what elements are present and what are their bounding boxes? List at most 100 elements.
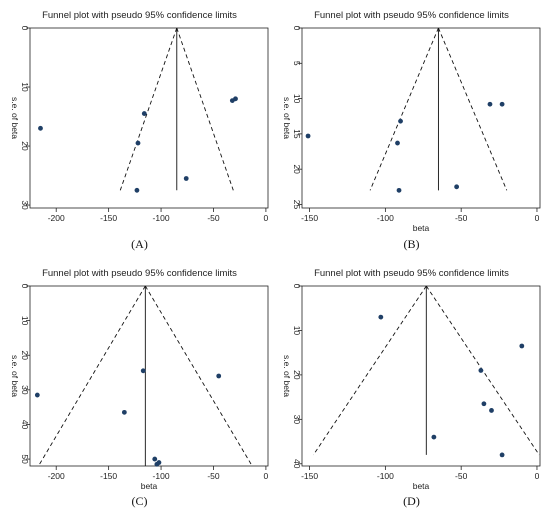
x-axis-label: beta	[413, 481, 430, 491]
panel-b-chart: -150 -100 -50 0 0 5 10 15 20 25 beta s.e. of beta	[282, 26, 541, 233]
y-tick-label: 0	[292, 284, 302, 289]
x-tick-label: -100	[377, 471, 394, 481]
study-point	[481, 401, 487, 407]
x-tick-label: -50	[207, 213, 220, 223]
funnel-right-limit	[438, 27, 508, 191]
panel-c: -200 -150 -100 -50 0 0 10 20 30 40 50 beta s.e. of b…	[4, 262, 275, 513]
y-tick-label: 0	[292, 26, 302, 31]
plot-frame	[29, 285, 269, 467]
study-point	[378, 314, 384, 320]
x-axis-label: beta	[413, 223, 430, 233]
y-tick-label: 30	[20, 200, 30, 210]
study-point	[499, 101, 505, 107]
panel-d: -150 -100 -50 0 0 10 20 30 40 beta s.e. of beta Fu…	[276, 262, 547, 513]
study-point	[487, 101, 493, 107]
panel-b-caption: (B)	[403, 237, 420, 251]
y-axis-label: s.e. of beta	[10, 97, 20, 139]
y-tick-label: 10	[20, 316, 30, 326]
y-tick-label: 5	[292, 61, 302, 66]
x-tick-label: 0	[535, 471, 540, 481]
y-tick-label: 20	[20, 141, 30, 151]
x-tick-label: -100	[377, 213, 394, 223]
panel-c-chart: -200 -150 -100 -50 0 0 10 20 30 40 50 beta s.e. of b…	[10, 284, 269, 491]
y-tick-label: 40	[20, 420, 30, 430]
x-axis-label: beta	[141, 481, 158, 491]
y-axis-label: s.e. of beta	[282, 97, 292, 139]
study-point	[152, 456, 158, 462]
panel-d-title: Funnel plot with pseudo 95% confidence l…	[314, 268, 509, 279]
x-tick-label: -50	[455, 213, 468, 223]
x-tick-label: -150	[100, 471, 117, 481]
study-point	[121, 409, 127, 415]
y-tick-label: 0	[20, 26, 30, 31]
study-point	[396, 187, 402, 193]
y-axis-label: s.e. of beta	[10, 355, 20, 397]
y-tick-label: 10	[292, 326, 302, 336]
x-tick-label: -150	[301, 471, 318, 481]
x-tick-label: 0	[535, 213, 540, 223]
y-tick-label: 20	[292, 164, 302, 174]
study-point	[216, 373, 222, 379]
study-point	[141, 111, 147, 116]
study-point	[489, 408, 494, 413]
y-tick-label: 25	[292, 200, 302, 210]
study-point	[183, 176, 189, 181]
y-tick-label: 30	[292, 415, 302, 425]
x-tick-label: 0	[264, 213, 269, 223]
study-point	[156, 460, 162, 465]
study-point	[499, 452, 505, 458]
y-tick-label: 15	[292, 129, 302, 139]
funnel-left-limit	[38, 285, 146, 467]
funnel-left-limit	[369, 27, 439, 191]
study-point	[38, 125, 43, 131]
y-tick-label: 40	[292, 459, 302, 469]
x-tick-label: -200	[48, 471, 65, 481]
funnel-left-limit	[313, 285, 427, 456]
study-point	[478, 368, 484, 373]
panel-b-title: Funnel plot with pseudo 95% confidence l…	[314, 10, 509, 21]
x-tick-label: -200	[48, 213, 65, 223]
x-tick-label: -100	[153, 471, 170, 481]
panel-a-chart: -200 -150 -100 -50 0 0 10 20 30 s.e. of beta	[10, 26, 269, 223]
study-point	[398, 118, 403, 124]
y-tick-label: 20	[292, 370, 302, 380]
y-tick-label: 10	[292, 94, 302, 104]
y-tick-label: 30	[20, 385, 30, 395]
x-tick-label: 0	[264, 471, 269, 481]
study-point	[431, 434, 437, 440]
x-tick-label: -50	[455, 471, 468, 481]
study-point	[233, 96, 238, 102]
panel-a-caption: (A)	[131, 237, 148, 251]
funnel-right-limit	[144, 285, 253, 467]
study-point	[34, 392, 40, 398]
x-tick-label: -50	[207, 471, 220, 481]
plot-frame	[301, 285, 541, 467]
y-axis-label: s.e. of beta	[282, 355, 292, 397]
y-tick-label: 50	[20, 454, 30, 464]
panel-c-title: Funnel plot with pseudo 95% confidence l…	[42, 268, 237, 279]
panel-a: -200 -150 -100 -50 0 0 10 20 30 s.e. of beta Funn…	[4, 4, 275, 255]
study-point	[305, 133, 311, 139]
panel-c-caption: (C)	[131, 494, 148, 508]
funnel-left-limit	[119, 27, 178, 191]
study-point	[135, 140, 141, 146]
y-tick-label: 10	[20, 82, 30, 92]
x-tick-label: -100	[153, 213, 170, 223]
x-tick-label: -150	[301, 213, 318, 223]
study-point	[134, 187, 140, 193]
study-point	[454, 184, 460, 190]
panel-d-chart: -150 -100 -50 0 0 10 20 30 40 beta s.e. of beta	[282, 284, 541, 491]
y-tick-label: 20	[20, 350, 30, 360]
y-tick-label: 0	[20, 284, 30, 289]
panel-b: -150 -100 -50 0 0 5 10 15 20 25 beta s.e. of beta F…	[276, 4, 547, 255]
panel-a-title: Funnel plot with pseudo 95% confidence l…	[42, 10, 237, 21]
study-point	[140, 368, 146, 374]
plot-frame	[301, 27, 541, 209]
study-point	[519, 343, 525, 349]
funnel-right-limit	[176, 27, 234, 191]
x-tick-label: -150	[100, 213, 117, 223]
panel-d-caption: (D)	[403, 494, 420, 508]
plot-frame	[29, 27, 269, 209]
study-point	[395, 140, 400, 146]
